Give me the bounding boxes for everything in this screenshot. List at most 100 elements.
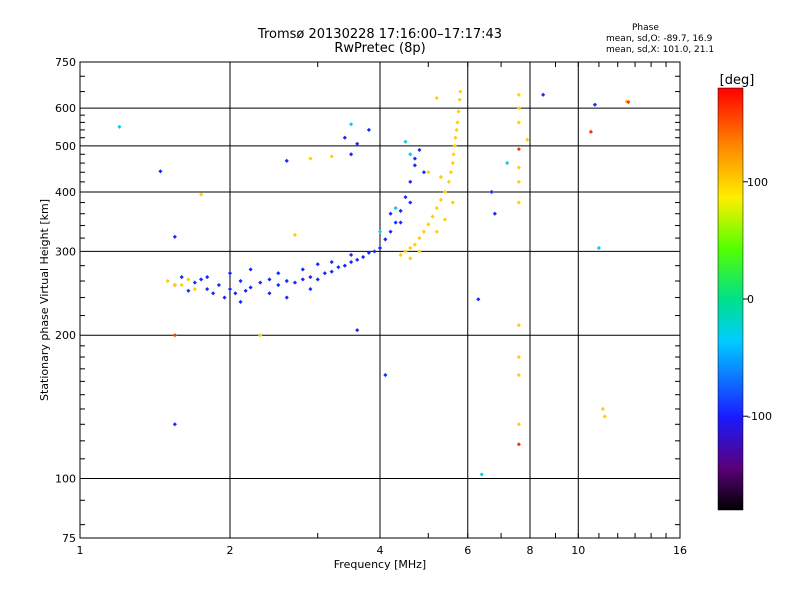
data-point	[248, 285, 253, 290]
data-point	[417, 236, 422, 241]
x-tick-label: 6	[464, 544, 471, 557]
y-tick-label: 300	[55, 245, 76, 258]
data-point	[172, 333, 177, 338]
y-tick-label: 200	[55, 329, 76, 342]
data-point	[492, 211, 497, 216]
data-point	[541, 92, 546, 97]
data-point	[216, 282, 221, 288]
data-point	[448, 170, 453, 175]
data-point	[434, 205, 439, 211]
data-point	[403, 195, 408, 200]
data-point	[596, 245, 601, 251]
data-point	[342, 263, 347, 268]
data-point	[300, 267, 305, 272]
data-point	[516, 179, 521, 184]
data-point	[366, 127, 371, 132]
y-tick-label: 600	[55, 102, 76, 115]
data-point	[192, 287, 197, 292]
data-point	[355, 257, 360, 262]
data-point	[248, 267, 253, 272]
data-point	[349, 152, 354, 157]
data-point	[398, 208, 403, 213]
data-point	[292, 280, 298, 285]
data-point	[361, 254, 366, 260]
x-tick-label: 8	[527, 544, 534, 557]
data-point	[227, 287, 233, 292]
data-point	[417, 249, 422, 254]
data-point	[592, 102, 598, 107]
data-point	[516, 147, 521, 152]
data-point	[426, 170, 431, 175]
data-point	[393, 205, 398, 211]
data-point	[516, 92, 521, 97]
data-point	[430, 214, 435, 219]
data-point	[211, 291, 216, 296]
data-point	[355, 328, 360, 333]
data-point	[450, 200, 455, 205]
data-point	[455, 120, 460, 125]
data-point	[442, 217, 448, 222]
y-tick-label: 500	[55, 140, 76, 153]
data-point	[284, 278, 289, 284]
y-tick-label: 75	[62, 532, 76, 545]
data-point	[408, 179, 413, 184]
data-point	[315, 277, 320, 282]
data-point	[408, 245, 413, 251]
data-point	[308, 287, 313, 292]
data-point	[267, 277, 272, 282]
data-point	[516, 120, 521, 125]
data-point	[408, 200, 413, 205]
data-point	[388, 211, 393, 216]
data-point	[398, 252, 403, 257]
y-tick-label: 750	[55, 56, 76, 69]
data-point	[398, 220, 403, 225]
data-point	[442, 189, 448, 195]
data-point	[117, 124, 122, 129]
data-point	[165, 278, 170, 284]
data-point	[377, 229, 383, 234]
data-point	[434, 95, 439, 101]
phase-info: Phase mean, sd,O: -89.7, 16.9 mean, sd,X…	[606, 23, 714, 56]
data-point	[516, 442, 521, 447]
data-point	[349, 252, 354, 257]
data-point	[186, 277, 191, 282]
data-point	[516, 372, 521, 378]
chart-subtitle: RwPretec (8p)	[334, 41, 426, 56]
data-point	[292, 232, 298, 237]
data-point	[192, 280, 197, 285]
data-point	[349, 259, 354, 265]
colorbar-tick-label: -100	[747, 410, 772, 423]
data-point	[222, 295, 227, 300]
colorbar-tick-label: 100	[747, 176, 768, 189]
data-point	[329, 269, 334, 274]
data-point	[626, 99, 631, 105]
data-point	[408, 256, 413, 261]
colorbar	[717, 87, 744, 511]
data-point	[489, 189, 494, 195]
data-point	[408, 152, 413, 157]
data-point	[158, 169, 163, 174]
x-axis-label: Frequency [MHz]	[334, 558, 426, 571]
data-point	[284, 158, 289, 163]
x-tick-label: 1	[77, 544, 84, 557]
data-point	[453, 135, 458, 140]
data-point	[308, 156, 313, 161]
data-point	[276, 271, 281, 276]
data-point	[476, 297, 481, 302]
data-point	[238, 299, 243, 304]
data-point	[233, 291, 238, 296]
x-tick-label: 2	[227, 544, 234, 557]
data-point	[172, 282, 177, 288]
data-point	[205, 287, 210, 292]
data-point	[588, 129, 593, 134]
data-point	[516, 200, 521, 205]
data-point	[505, 160, 510, 166]
data-point	[452, 143, 457, 148]
data-point	[383, 372, 388, 378]
data-point	[383, 237, 388, 242]
x-tick-label: 4	[377, 544, 384, 557]
data-point	[600, 406, 605, 412]
data-point	[438, 174, 443, 180]
data-point	[516, 165, 521, 170]
data-point	[267, 291, 272, 296]
